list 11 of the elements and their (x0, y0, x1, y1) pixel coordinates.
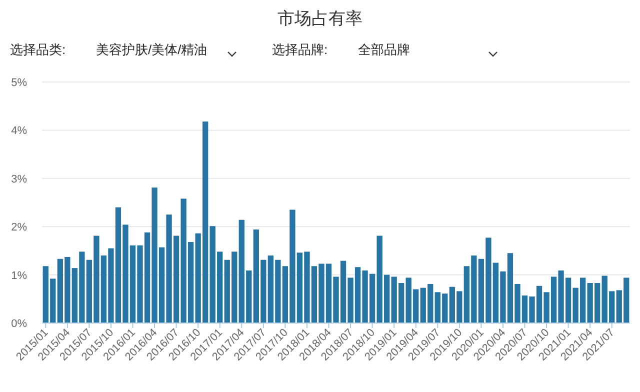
y-tick-label: 3% (11, 173, 28, 186)
chart-title: 市场占有率 (278, 9, 362, 28)
text: 选择品类: (10, 42, 66, 57)
text: 选择品牌: (272, 42, 328, 57)
y-tick-label: 5% (11, 77, 28, 89)
y-tick-label: 0% (11, 318, 28, 330)
y-tick-label: 4% (11, 125, 28, 138)
y-tick-label: 2% (11, 222, 28, 234)
y-tick-label: 1% (11, 270, 28, 282)
text: 全部品牌 (358, 42, 410, 57)
text: 美容护肤/美体/精油 (96, 42, 208, 57)
